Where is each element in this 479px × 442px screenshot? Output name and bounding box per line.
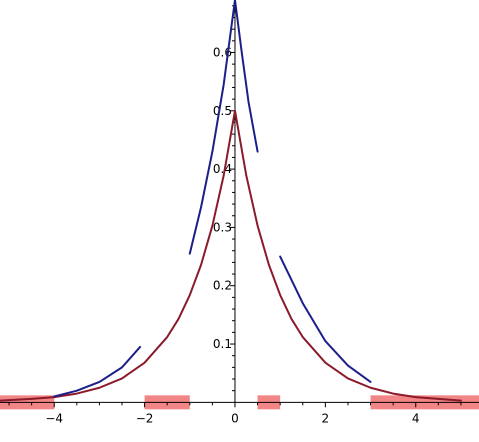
axes xyxy=(0,0,479,403)
series-1-segment-3 xyxy=(279,255,372,383)
y-tick-label: 0.1 xyxy=(213,337,232,351)
y-tick-label: 0.3 xyxy=(213,220,232,234)
y-tick-label: 0.4 xyxy=(213,162,232,176)
x-tick-label: 0 xyxy=(231,411,239,425)
series-1-segment-0 xyxy=(53,345,142,398)
series xyxy=(0,0,462,402)
x-tick-label: 2 xyxy=(322,411,330,425)
x-tick-label: −2 xyxy=(136,411,154,425)
series-1-segment-1 xyxy=(188,0,236,255)
ticks: −4 −2 0 2 40.10.20.30.40.50.6 xyxy=(8,5,462,425)
series-0-line xyxy=(0,109,462,402)
x-tick-label: 4 xyxy=(412,411,420,425)
y-tick-label: 0.5 xyxy=(213,104,232,118)
y-tick-label: 0.2 xyxy=(213,279,232,293)
x-tick-label: −4 xyxy=(45,411,63,425)
series-1-segment-2 xyxy=(233,0,259,153)
